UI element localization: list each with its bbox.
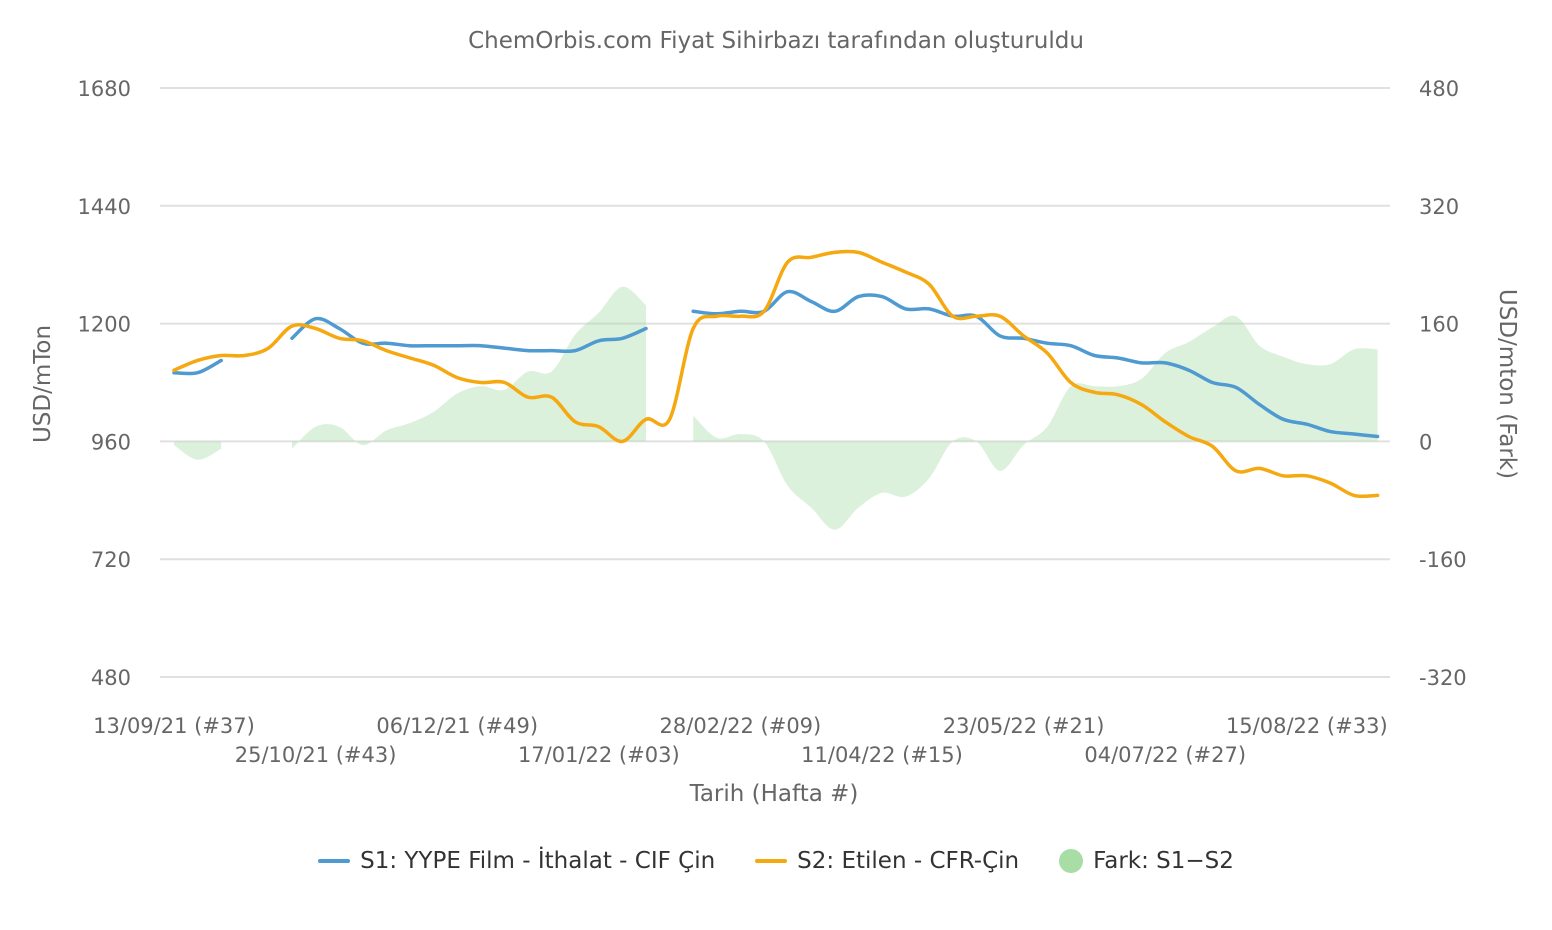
price-chart: ChemOrbis.com Fiyat Sihirbazı tarafından… [30,28,1520,807]
y-tick-left-label: 1200 [78,313,131,337]
legend-fark-dot-icon [1059,849,1084,873]
legend-item-s1[interactable]: S1: YYPE Film - İthalat - CIF Çin [318,848,715,874]
s1-line[interactable] [691,289,1380,439]
x-axis-ticks: 13/09/21 (#37) 25/10/21 (#43) 06/12/21 (#4… [93,714,1388,767]
legend-item-s2[interactable]: S2: Etilen - CFR-Çin [755,848,1019,874]
fark-area[interactable] [292,286,646,449]
y-tick-left-label: 720 [91,548,131,572]
x-tick-label: 17/01/22 (#03) [518,743,680,767]
series-lines [172,249,1380,499]
x-tick-label: 23/05/22 (#21) [943,714,1105,738]
y-axis-right-label: USD/mton (Fark) [1494,289,1520,479]
grid [160,87,1390,678]
x-tick-label: 15/08/22 (#33) [1226,714,1388,738]
s1-line[interactable] [290,316,648,354]
y-axis-right-ticks: 480 320 160 0 -160 -320 [1419,77,1467,690]
x-tick-label: 06/12/21 (#49) [376,714,538,738]
y-tick-left-label: 1680 [78,77,131,101]
y-tick-left-label: 960 [91,430,131,454]
y-tick-right-label: -320 [1419,666,1467,690]
legend-s1-label: S1: YYPE Film - İthalat - CIF Çin [360,848,716,874]
s2-line[interactable] [172,249,1380,499]
chart-title: ChemOrbis.com Fiyat Sihirbazı tarafından… [468,28,1084,54]
fark-area[interactable] [693,315,1378,530]
legend: S1: YYPE Film - İthalat - CIF Çin S2: Et… [0,848,1552,874]
x-tick-label: 04/07/22 (#27) [1084,743,1246,767]
x-tick-label: 11/04/22 (#15) [801,743,963,767]
difference-area [174,286,1378,530]
y-axis-left-ticks: 1680 1440 1200 960 720 480 [78,77,131,690]
legend-fark-label: Fark: S1−S2 [1093,848,1234,874]
y-tick-right-label: 0 [1419,430,1432,454]
legend-s1-line-icon [318,859,351,863]
y-tick-right-label: 160 [1419,313,1459,337]
y-tick-left-label: 1440 [78,195,131,219]
x-tick-label: 13/09/21 (#37) [93,714,255,738]
y-tick-right-label: -160 [1419,548,1467,572]
legend-item-fark[interactable]: Fark: S1−S2 [1059,848,1234,874]
x-axis-label: Tarih (Hafta #) [689,781,859,807]
legend-s2-label: S2: Etilen - CFR-Çin [797,848,1020,874]
y-axis-left-label: USD/mTon [30,325,56,443]
y-tick-right-label: 320 [1419,195,1459,219]
legend-s2-line-icon [755,859,788,863]
s1-line[interactable] [172,358,223,376]
y-tick-left-label: 480 [91,666,131,690]
y-tick-right-label: 480 [1419,77,1459,101]
x-tick-label: 28/02/22 (#09) [660,714,822,738]
fark-area[interactable] [174,441,222,460]
x-tick-label: 25/10/21 (#43) [235,743,397,767]
